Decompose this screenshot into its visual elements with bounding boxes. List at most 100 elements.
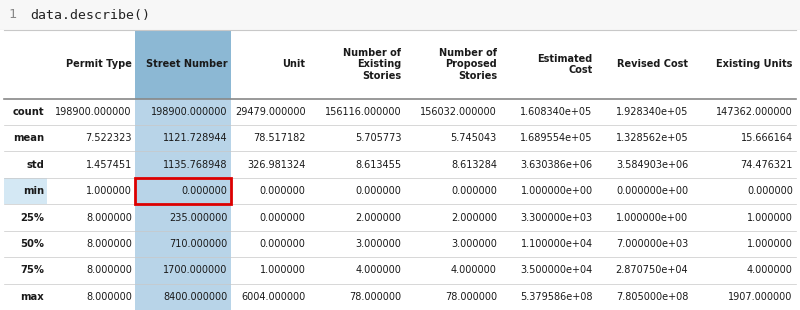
Text: Street Number: Street Number [146,59,227,69]
Text: 4.000000: 4.000000 [747,265,793,275]
Bar [135,30,230,99]
Bar [46,204,135,231]
Bar [596,125,691,152]
Bar [46,99,135,125]
Text: 1: 1 [8,8,16,21]
Bar [596,99,691,125]
Text: 50%: 50% [20,239,44,249]
Bar [500,284,596,310]
Text: Existing Units: Existing Units [717,59,793,69]
Text: 1.457451: 1.457451 [86,160,132,170]
Bar [4,125,46,152]
Bar [4,204,46,231]
Text: 3.500000e+04: 3.500000e+04 [520,265,593,275]
Text: 1.000000e+00: 1.000000e+00 [521,186,593,196]
Text: 0.000000: 0.000000 [260,186,306,196]
Text: 1.000000: 1.000000 [747,213,793,223]
Bar [500,257,596,284]
Text: 74.476321: 74.476321 [741,160,793,170]
Text: 1.689554e+05: 1.689554e+05 [520,133,593,143]
Text: 3.000000: 3.000000 [451,239,497,249]
Bar [46,257,135,284]
Text: 6004.000000: 6004.000000 [242,292,306,302]
Bar [405,231,500,257]
Bar [405,284,500,310]
Bar [596,257,691,284]
Bar [135,231,230,257]
Text: 8.613284: 8.613284 [451,160,497,170]
Bar [46,152,135,178]
Text: 0.000000: 0.000000 [260,239,306,249]
Text: 78.000000: 78.000000 [445,292,497,302]
Text: 0.000000: 0.000000 [747,186,793,196]
Bar [230,178,309,204]
Text: 3.584903e+06: 3.584903e+06 [616,160,688,170]
Bar [596,178,691,204]
Bar [46,125,135,152]
Bar [500,231,596,257]
Text: 5.379586e+08: 5.379586e+08 [520,292,593,302]
Text: 1.000000: 1.000000 [86,186,132,196]
Text: 8.000000: 8.000000 [86,213,132,223]
Bar [500,152,596,178]
Text: 156032.000000: 156032.000000 [420,107,497,117]
Text: 1700.000000: 1700.000000 [163,265,227,275]
Bar [309,204,405,231]
Text: 8.613455: 8.613455 [355,160,402,170]
Bar [46,231,135,257]
Text: 8.000000: 8.000000 [86,239,132,249]
Bar [230,284,309,310]
Bar [405,30,500,99]
Text: 0.000000: 0.000000 [260,213,306,223]
Text: 3.630386e+06: 3.630386e+06 [521,160,593,170]
Text: 156116.000000: 156116.000000 [325,107,402,117]
Text: 326.981324: 326.981324 [247,160,306,170]
Bar [500,99,596,125]
Text: 2.870750e+04: 2.870750e+04 [616,265,688,275]
Text: 8.000000: 8.000000 [86,265,132,275]
Text: 147362.000000: 147362.000000 [716,107,793,117]
Text: 198900.000000: 198900.000000 [55,107,132,117]
Text: 5.745043: 5.745043 [450,133,497,143]
Bar [309,152,405,178]
Bar [596,204,691,231]
Text: Estimated
Cost: Estimated Cost [538,54,593,75]
Bar [230,99,309,125]
Bar [309,231,405,257]
Text: 8400.000000: 8400.000000 [163,292,227,302]
Text: Permit Type: Permit Type [66,59,132,69]
Bar [4,284,46,310]
Bar [135,99,230,125]
Bar [4,257,46,284]
Bar [691,30,796,99]
Bar [4,231,46,257]
Bar [135,257,230,284]
Text: 1.100000e+04: 1.100000e+04 [521,239,593,249]
Bar [230,257,309,284]
Text: 1.000000: 1.000000 [260,265,306,275]
Bar [46,284,135,310]
Text: std: std [26,160,44,170]
Bar [4,30,46,99]
Text: 8.000000: 8.000000 [86,292,132,302]
Text: 7.805000e+08: 7.805000e+08 [616,292,688,302]
Bar [405,178,500,204]
Bar [405,257,500,284]
Text: mean: mean [13,133,44,143]
Text: 1.328562e+05: 1.328562e+05 [616,133,688,143]
Text: 29479.000000: 29479.000000 [235,107,306,117]
Bar [691,125,796,152]
Bar [405,204,500,231]
Bar [691,152,796,178]
Text: count: count [13,107,44,117]
Text: 3.300000e+03: 3.300000e+03 [521,213,593,223]
Bar [500,30,596,99]
Text: 1135.768948: 1135.768948 [163,160,227,170]
Text: 1907.000000: 1907.000000 [729,292,793,302]
Text: 0.000000: 0.000000 [182,186,227,196]
Bar [309,125,405,152]
Bar [4,152,46,178]
Bar [405,125,500,152]
Bar [405,152,500,178]
Bar [230,231,309,257]
